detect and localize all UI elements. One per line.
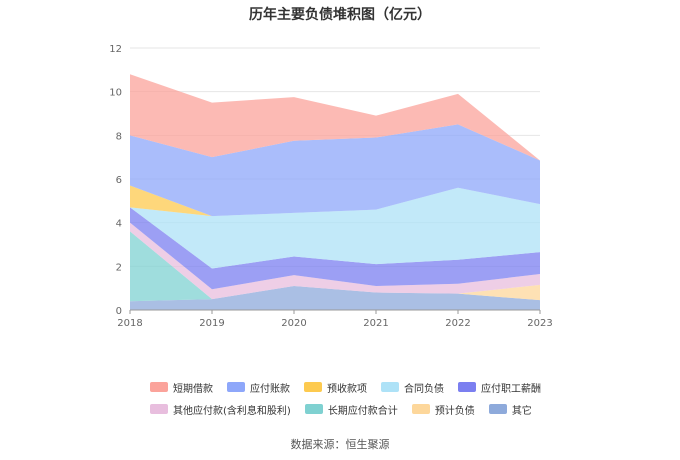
x-tick-label: 2019: [199, 318, 224, 329]
chart-title: 历年主要负债堆积图（亿元）: [249, 7, 431, 23]
area-series-2: [130, 231, 540, 302]
x-tick-label: 2018: [117, 318, 142, 329]
legend-label: 预收款项: [327, 383, 367, 395]
legend-item[interactable]: 应付职工薪酬: [458, 380, 541, 395]
legend-item[interactable]: 其它: [488, 402, 532, 417]
legend-label: 其他应付款(含利息和股利): [173, 405, 291, 417]
legend-item[interactable]: 预收款项: [304, 380, 367, 395]
x-tick-label: 2023: [527, 318, 552, 329]
legend-swatch: [488, 404, 507, 414]
legend-item[interactable]: 其他应付款(含利息和股利): [150, 402, 291, 417]
area-series-5: [130, 187, 540, 269]
x-tick-label: 2022: [445, 318, 470, 329]
x-tick-label: 2020: [281, 318, 306, 329]
legend-row-1: 短期借款 应付账款 预收款项 合同负债 应付职工薪酬: [150, 376, 570, 398]
legend-swatch: [381, 382, 399, 392]
legend-swatch: [304, 404, 323, 414]
legend-swatch: [411, 404, 430, 414]
legend-swatch: [150, 382, 168, 392]
legend-swatch: [304, 382, 322, 392]
area-series-0: [130, 285, 540, 310]
x-tick-label: 2021: [363, 318, 388, 329]
legend-label: 合同负债: [404, 383, 444, 395]
legend-swatch: [458, 382, 476, 392]
y-tick-label: 0: [116, 306, 122, 317]
legend-item[interactable]: 长期应付款合计: [304, 402, 398, 417]
legend: 短期借款 应付账款 预收款项 合同负债 应付职工薪酬 其他应付款(含利息和股利) 长期应付…: [150, 376, 570, 420]
y-tick-label: 10: [109, 88, 122, 99]
y-tick-label: 8: [116, 131, 122, 142]
legend-item[interactable]: 应付账款: [227, 380, 290, 395]
legend-item[interactable]: 合同负债: [381, 380, 444, 395]
legend-swatch: [227, 382, 245, 392]
legend-item[interactable]: 预计负债: [411, 402, 475, 417]
area-series-4: [130, 207, 540, 290]
legend-label: 应付账款: [250, 383, 290, 395]
series-areas: [130, 74, 540, 310]
y-tick-label: 4: [116, 219, 122, 230]
legend-swatch: [150, 404, 168, 414]
y-tick-label: 2: [116, 262, 122, 273]
y-tick-label: 12: [109, 44, 122, 55]
data-source: 数据来源：恒生聚源: [290, 438, 390, 451]
legend-label: 长期应付款合计: [327, 405, 398, 417]
legend-label: 应付职工薪酬: [481, 383, 541, 395]
legend-label: 短期借款: [173, 383, 213, 395]
area-series-8: [130, 74, 540, 161]
legend-row-2: 其他应付款(含利息和股利) 长期应付款合计 预计负债 其它: [150, 398, 570, 420]
area-series-3: [130, 222, 540, 300]
axes: 0 2 4 6 8 10 12 2018 2019 2020 2021 2022 2023: [109, 44, 552, 329]
y-tick-label: 6: [116, 175, 122, 186]
area-series-7: [130, 124, 540, 217]
legend-label: 其它: [511, 405, 532, 417]
legend-label: 预计负债: [434, 405, 475, 417]
legend-item[interactable]: 短期借款: [150, 380, 213, 395]
